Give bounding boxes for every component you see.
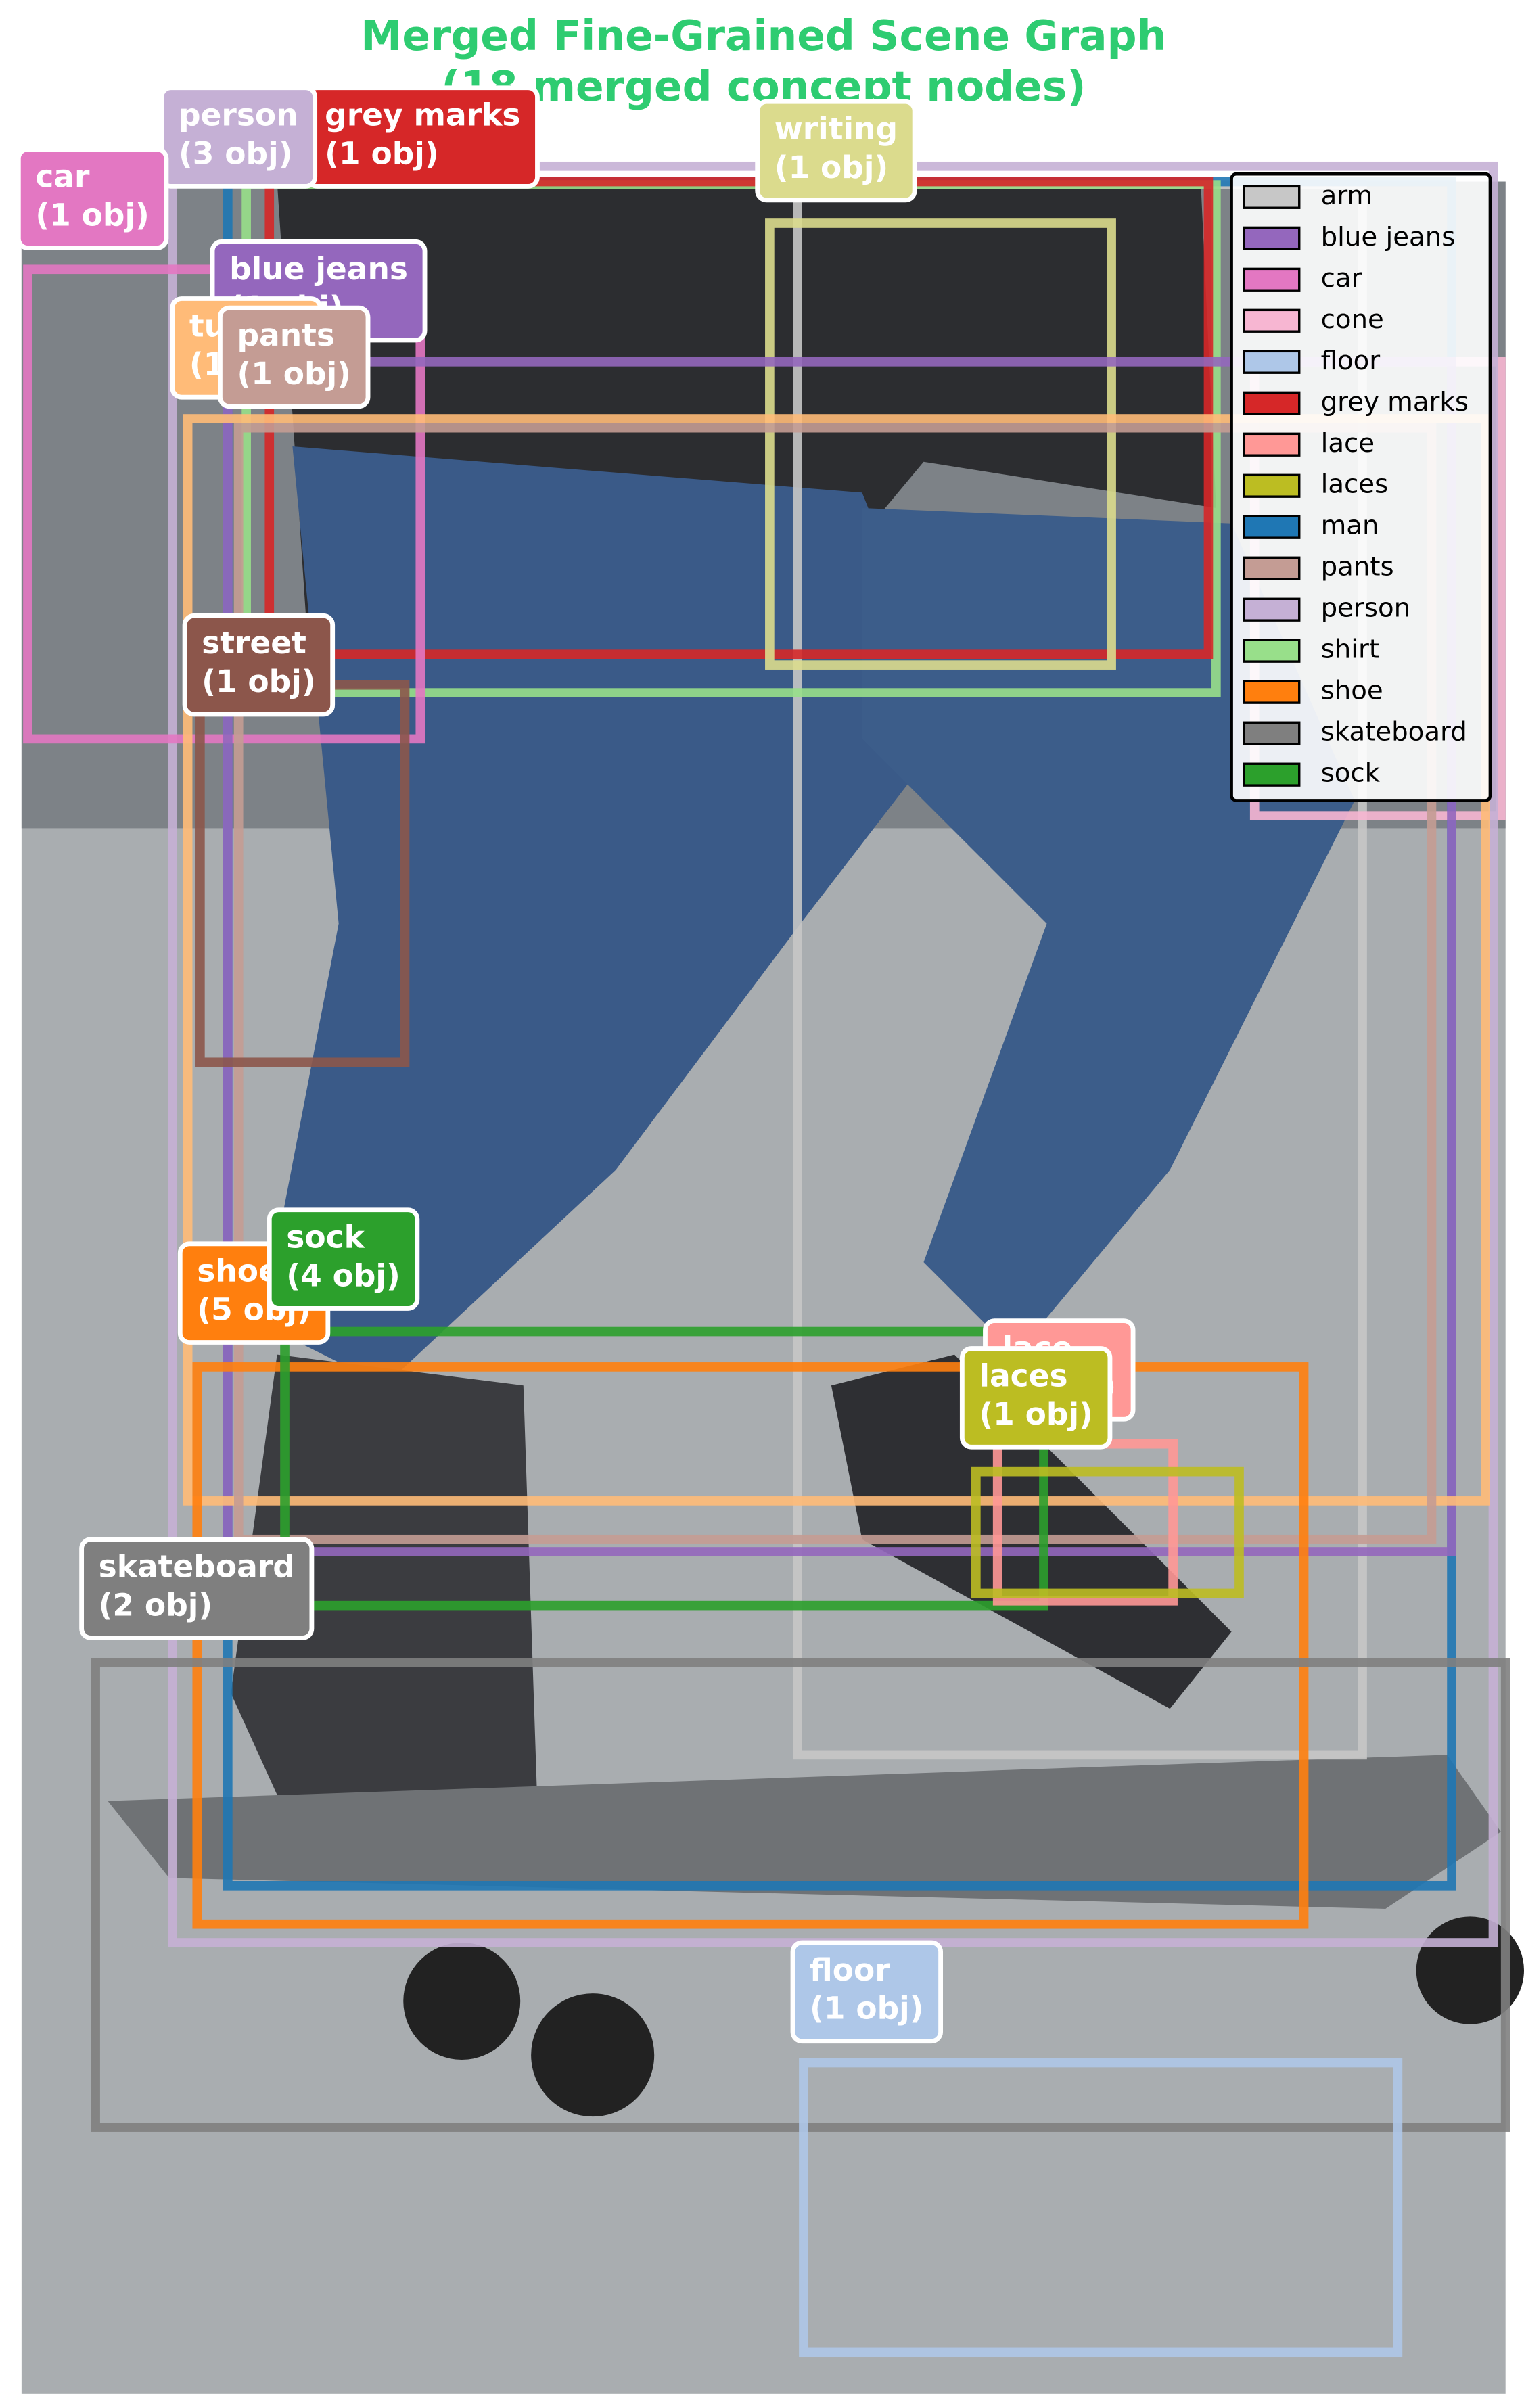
legend-label: blue jeans: [1321, 222, 1456, 252]
legend-label: shirt: [1321, 634, 1379, 665]
node-name: floor: [810, 1952, 890, 1988]
node-name: street: [202, 625, 306, 661]
legend-label: skateboard: [1321, 717, 1467, 747]
label-box: [755, 99, 917, 203]
bounding-box: [233, 423, 1437, 1544]
legend-label: pants: [1321, 552, 1394, 582]
node-label: writing(1 obj): [755, 99, 917, 203]
legend-swatch: [1243, 762, 1301, 787]
node-label: pants(1 obj): [218, 305, 371, 409]
label-box: [267, 1207, 420, 1311]
legend-swatch: [1243, 391, 1301, 415]
legend-label: arm: [1321, 181, 1373, 211]
bounding-box: [223, 356, 1456, 1556]
legend-swatch: [1243, 515, 1301, 539]
bounding-box: [183, 414, 1490, 1506]
legend-label: floor: [1321, 346, 1381, 376]
node-name: blue jeans: [229, 251, 408, 287]
node-count: (1 obj): [237, 356, 351, 392]
label-box: [790, 1940, 944, 2044]
node-label: laces(1 obj): [959, 1346, 1113, 1450]
label-box: [959, 1346, 1113, 1450]
node-label: skateboard(2 obj): [79, 1537, 315, 1640]
node-label: grey marks(1 obj): [305, 85, 540, 189]
node-label: car(1 obj): [16, 147, 169, 250]
node-count: (1 obj): [35, 197, 149, 233]
legend-swatch: [1243, 350, 1301, 374]
bounding-box: [799, 2058, 1403, 2357]
node-name: laces: [979, 1358, 1067, 1393]
node-name: writing: [775, 111, 898, 147]
legend-label: lace: [1321, 428, 1375, 459]
legend-swatch: [1243, 267, 1301, 292]
legend-swatch: [1243, 597, 1301, 622]
legend-swatch: [1243, 185, 1301, 209]
legend-swatch: [1243, 556, 1301, 580]
label-box: [79, 1537, 315, 1640]
label-box: [182, 613, 336, 717]
node-name: pants: [237, 317, 334, 353]
legend-label: cone: [1321, 304, 1384, 335]
node-count: (1 obj): [202, 664, 316, 699]
legend-label: shoe: [1321, 676, 1383, 706]
legend-label: car: [1321, 263, 1362, 294]
node-label: floor(1 obj): [790, 1940, 944, 2044]
node-count: (2 obj): [99, 1587, 213, 1623]
legend-swatch: [1243, 308, 1301, 333]
node-name: sock: [286, 1220, 365, 1255]
labels: grey marks(1 obj)person(3 obj)car(1 obj)…: [16, 85, 1136, 2044]
legend-label: sock: [1321, 758, 1381, 789]
node-name: car: [35, 159, 90, 195]
node-count: (3 obj): [179, 135, 293, 171]
legend-swatch: [1243, 680, 1301, 704]
legend-swatch: [1243, 226, 1301, 250]
bounding-box: [971, 1466, 1244, 1598]
node-label: street(1 obj): [182, 613, 336, 717]
legend: arm blue jeans car cone floor grey marks lace l…: [1230, 172, 1492, 802]
legend-label: man: [1321, 511, 1379, 541]
node-count: (4 obj): [286, 1257, 400, 1293]
bounding-box: [765, 218, 1116, 670]
node-name: shoe: [197, 1253, 279, 1289]
node-name: person: [179, 97, 298, 133]
legend-swatch: [1243, 432, 1301, 457]
node-count: (1 obj): [810, 1991, 924, 2027]
label-box: [218, 305, 371, 409]
node-label: person(3 obj): [159, 85, 318, 189]
node-label: sock(4 obj): [267, 1207, 420, 1311]
label-box: [16, 147, 169, 250]
legend-label: grey marks: [1321, 387, 1469, 417]
legend-swatch: [1243, 721, 1301, 745]
node-count: (1 obj): [775, 149, 889, 185]
bounding-box: [192, 1362, 1309, 1929]
legend-label: laces: [1321, 469, 1389, 500]
legend-label: person: [1321, 593, 1411, 624]
title-line: Merged Fine-Grained Scene Graph: [361, 12, 1166, 60]
node-name: grey marks: [325, 97, 520, 133]
node-count: (1 obj): [325, 135, 439, 171]
node-count: (1 obj): [979, 1396, 1093, 1432]
legend-swatch: [1243, 473, 1301, 498]
node-name: skateboard: [99, 1549, 295, 1585]
legend-swatch: [1243, 639, 1301, 663]
label-box: [159, 85, 318, 189]
